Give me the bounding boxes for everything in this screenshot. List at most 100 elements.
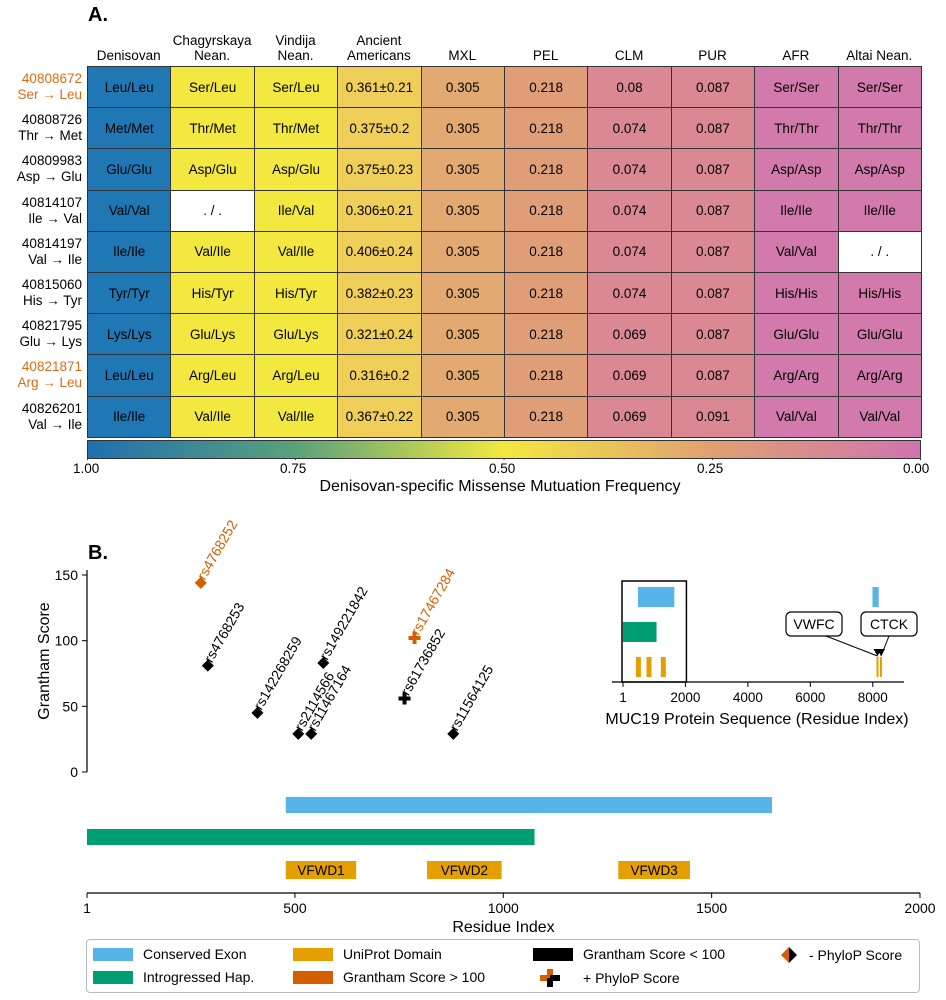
heatmap-cell: Ser/Ser (837, 65, 922, 109)
heatmap-cell: Glu/Glu (754, 313, 839, 356)
column-header: Altai Nean. (846, 48, 913, 63)
heatmap-cell: 0.406±0.24 (337, 230, 422, 273)
row-change: Glu → Lys (19, 334, 82, 350)
heatmap-cell: Val/Ile (170, 395, 255, 438)
heatmap-cell: 0.375±0.23 (337, 148, 422, 191)
heatmap-cell: 0.305 (420, 313, 505, 356)
legend-swatch-domain (293, 947, 333, 961)
legend-label: Grantham Score < 100 (583, 946, 726, 962)
column-header: MXL (448, 48, 477, 63)
y-tick-label: 0 (70, 764, 78, 780)
x-tick-label: 2000 (904, 900, 935, 916)
inset-track (872, 587, 879, 607)
x-tick-label: 500 (283, 900, 307, 916)
y-tick-label: 150 (55, 567, 79, 583)
heatmap-cell: Glu/Glu (86, 148, 172, 191)
callout-label: VWFC (793, 616, 834, 632)
heatmap-cell: 0.305 (420, 271, 505, 315)
heatmap-cell: 0.218 (503, 354, 589, 397)
heatmap-table: Leu/Leu Ser/Leu Ser/Leu 0.361±0.21 0.305 0.21… (86, 65, 922, 438)
heatmap-cell: His/Tyr (253, 271, 339, 315)
callout-arrow-line (825, 635, 878, 657)
callout-label: CTCK (870, 616, 909, 632)
heatmap-cell: Glu/Lys (170, 313, 255, 356)
heatmap-cell: Val/Val (86, 189, 172, 232)
heatmap-cell: 0.305 (420, 395, 505, 438)
colorbar-tick-05: 0.50 (489, 461, 516, 476)
table-row: Ile/Ile Val/Ile Val/Ile 0.406±0.24 0.305 0.21… (86, 230, 922, 273)
table-row: Leu/Leu Arg/Leu Arg/Leu 0.316±0.2 0.305 0.218… (86, 354, 922, 397)
diamond-marker-icon (781, 947, 797, 963)
heatmap-cell: 0.074 (587, 271, 672, 315)
column-header: AFR (782, 48, 810, 63)
domain-label: VFWD1 (297, 863, 344, 878)
inset-domain-bar (646, 657, 652, 677)
panel-a-letter: A. (88, 4, 108, 26)
heatmap-cell: 0.218 (503, 271, 589, 315)
data-point-diamond (447, 727, 460, 740)
inset-domain-bar (876, 657, 879, 677)
heatmap-cell: 0.305 (420, 189, 505, 232)
legend-swatch-conserved (93, 947, 133, 961)
data-point-diamond (305, 727, 318, 740)
legend-label: - PhyloP Score (809, 947, 903, 963)
heatmap-cell: 0.074 (587, 148, 672, 191)
heatmap-cell: His/Tyr (170, 271, 255, 315)
row-change: Val → Ile (28, 251, 82, 267)
legend-minus-phylop: - PhyloP Score (777, 946, 902, 964)
inset-domain-bar (635, 657, 641, 677)
heatmap-cell: Val/Ile (170, 230, 255, 273)
legend-label: + PhyloP Score (583, 970, 680, 986)
legend-swatch-grantham-low (533, 947, 573, 961)
callout-arrow-head (877, 649, 886, 656)
row-position: 40808672 (21, 71, 82, 86)
column-header: PEL (532, 48, 559, 63)
domain-bar (618, 861, 690, 879)
data-point-label: rs142268259 (250, 633, 305, 712)
row-position: 40814107 (21, 194, 82, 210)
heatmap-cell: 0.087 (670, 313, 756, 356)
legend-uniprot-domain: UniProt Domain (293, 946, 442, 962)
data-point-label: rs149221842 (316, 584, 371, 663)
column-header: Denisovan (96, 48, 161, 63)
heatmap-cell: Arg/Leu (170, 354, 255, 397)
inset-domain-bar (660, 657, 666, 677)
y-axis-label: Grantham Score (36, 602, 53, 719)
heatmap-cell: 0.218 (503, 230, 589, 273)
legend-plus-phylop: + PhyloP Score (533, 969, 680, 987)
row-position: 40821795 (21, 318, 82, 334)
heatmap-cell: Thr/Met (253, 107, 339, 150)
heatmap-cell: 0.069 (587, 313, 672, 356)
data-point-plus (398, 692, 411, 705)
heatmap-cell: 0.074 (587, 230, 672, 273)
inset-x-tick-label: 2000 (670, 690, 700, 705)
heatmap-cell: 0.218 (503, 395, 589, 438)
heatmap-cell: Leu/Leu (86, 354, 172, 397)
row-position: 40809983 (21, 153, 82, 169)
callout-box (785, 611, 843, 637)
data-point-label: rs11564125 (446, 662, 496, 733)
data-point-diamond (292, 727, 305, 740)
row-header: 40809983 Asp → Glu (0, 153, 82, 185)
inset-x-tick-label: 1 (619, 690, 627, 705)
heatmap-cell: 0.367±0.22 (337, 395, 422, 438)
heatmap-cell: Ser/Leu (170, 65, 255, 109)
heatmap-cell: Ile/Val (253, 189, 339, 232)
heatmap-cell: 0.361±0.21 (337, 65, 422, 109)
inset-x-tick-label: 6000 (795, 690, 825, 705)
inset-x-tick-label: 8000 (858, 690, 888, 705)
row-position: 40808726 (21, 112, 82, 128)
heatmap-cell: Thr/Thr (837, 107, 922, 150)
row-header: 40808672 Ser → Leu (0, 71, 82, 103)
data-point-label: rs4768252 (194, 517, 241, 582)
column-header: PUR (698, 48, 727, 63)
column-header: Chagyrskaya Nean. (172, 33, 252, 63)
row-header: 40821795 Glu → Lys (0, 318, 82, 350)
heatmap-cell: 0.087 (670, 107, 756, 150)
inset-track (637, 587, 675, 607)
heatmap-cell: 0.074 (587, 189, 672, 232)
heatmap-cell: 0.069 (587, 354, 672, 397)
data-point-diamond (251, 706, 264, 719)
y-tick-label: 100 (55, 633, 79, 649)
heatmap-cell: Val/Val (754, 395, 839, 438)
